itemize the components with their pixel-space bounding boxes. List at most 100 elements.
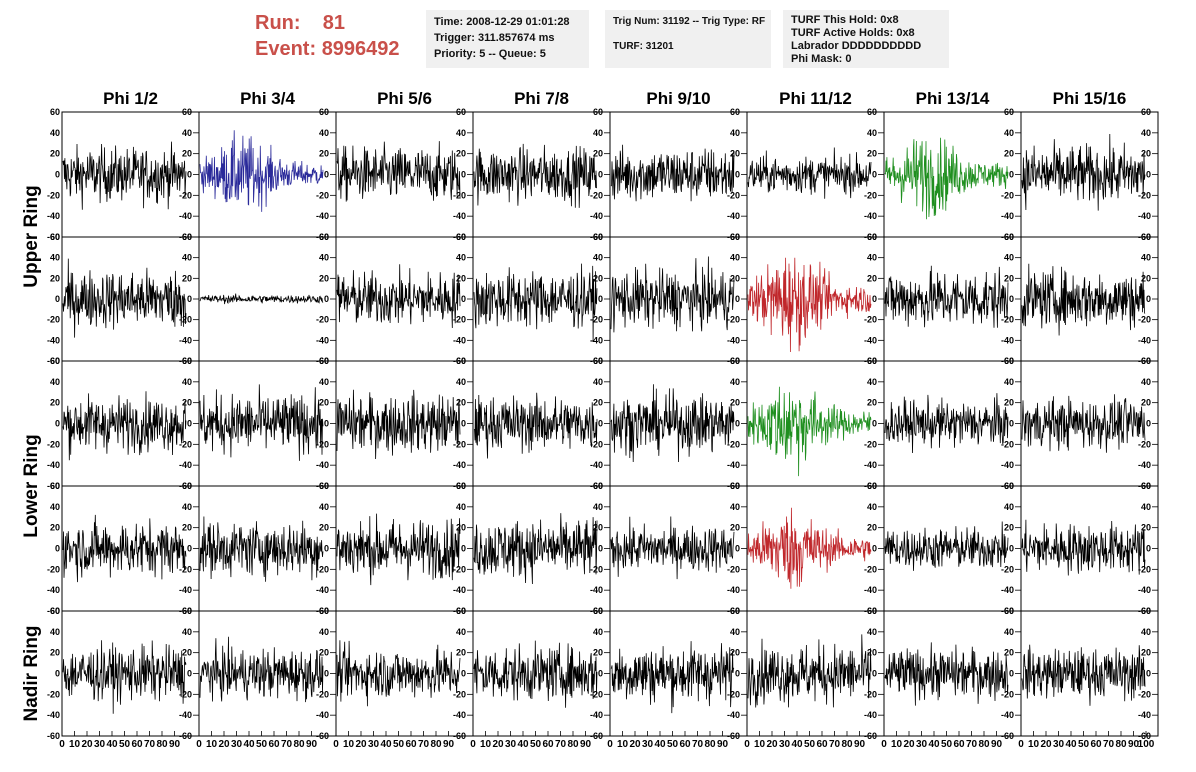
y-tick-label: -60	[590, 731, 603, 741]
y-tick-label: -20	[864, 689, 877, 699]
y-tick-label: -20	[590, 439, 603, 449]
y-tick-label: -40	[590, 460, 603, 470]
y-tick-label: 0	[1009, 419, 1014, 429]
x-tick-label: 60	[542, 739, 554, 750]
y-tick-label: 0	[1146, 544, 1151, 554]
y-tick-label: 40	[1141, 502, 1151, 512]
waveform-trace	[1021, 263, 1146, 336]
y-tick-label: 40	[182, 377, 192, 387]
turf-text: TURF: 31201	[613, 41, 674, 52]
x-tick-label: 40	[517, 739, 529, 750]
y-tick-label: -20	[1138, 190, 1151, 200]
y-tick-label: 0	[461, 170, 466, 180]
y-tick-label: -60	[316, 731, 329, 741]
y-tick-label: -40	[1138, 211, 1151, 221]
x-tick-label: 50	[530, 739, 542, 750]
y-tick-label: -60	[1001, 731, 1014, 741]
waveform-trace	[62, 141, 187, 210]
y-tick-label: 40	[456, 627, 466, 637]
ring-label: Upper Ring	[21, 185, 42, 287]
y-tick-label: 40	[319, 128, 329, 138]
y-tick-label: 20	[730, 149, 740, 159]
x-tick-label: 90	[169, 739, 181, 750]
x-tick-label: 60	[131, 739, 143, 750]
y-tick-label: -20	[47, 439, 60, 449]
y-tick-label: -40	[864, 460, 877, 470]
y-tick-label: 60	[867, 107, 877, 117]
y-tick-label: -40	[47, 460, 60, 470]
x-tick-label: 50	[256, 739, 268, 750]
y-tick-label: 20	[319, 149, 329, 159]
y-tick-label: 0	[872, 419, 877, 429]
waveform-trace	[199, 130, 324, 212]
y-tick-label: 0	[1009, 294, 1014, 304]
waveform-trace	[610, 641, 735, 714]
x-tick-label: 40	[243, 739, 255, 750]
ring-label: Lower Ring	[21, 434, 42, 537]
y-tick-label: -60	[453, 731, 466, 741]
event-label: Event:	[255, 38, 317, 60]
x-tick-label: 20	[629, 739, 641, 750]
y-tick-label: 20	[593, 149, 603, 159]
y-tick-label: 20	[867, 523, 877, 533]
waveform-trace	[62, 258, 187, 338]
y-tick-label: 40	[456, 253, 466, 263]
y-tick-label: 0	[187, 669, 192, 679]
y-tick-label: 0	[55, 544, 60, 554]
y-tick-label: 60	[319, 232, 329, 242]
x-tick-label: 50	[667, 739, 679, 750]
y-tick-label: 0	[872, 544, 877, 554]
y-tick-label: 20	[730, 398, 740, 408]
waveform-trace	[1021, 133, 1146, 211]
y-tick-label: -20	[590, 190, 603, 200]
y-tick-label: -60	[47, 606, 60, 616]
x-tick-label: 20	[81, 739, 93, 750]
y-tick-label: -20	[316, 190, 329, 200]
y-tick-label: 60	[730, 356, 740, 366]
y-tick-label: 60	[593, 481, 603, 491]
y-tick-label: -40	[453, 460, 466, 470]
y-tick-label: -20	[1001, 689, 1014, 699]
y-tick-label: -20	[590, 564, 603, 574]
y-tick-label: -40	[590, 585, 603, 595]
y-tick-label: 40	[730, 377, 740, 387]
y-tick-label: 40	[730, 502, 740, 512]
y-tick-label: 20	[319, 523, 329, 533]
y-tick-label: -20	[47, 564, 60, 574]
waveform-trace	[884, 137, 1009, 220]
y-tick-label: -20	[316, 439, 329, 449]
x-tick-label: 80	[704, 739, 716, 750]
y-tick-label: 60	[182, 107, 192, 117]
y-tick-label: 20	[730, 523, 740, 533]
waveform-trace	[1021, 644, 1146, 706]
x-tick-label: 70	[555, 739, 567, 750]
y-tick-label: 20	[1004, 398, 1014, 408]
y-tick-label: 0	[598, 669, 603, 679]
column-header: Phi 11/12	[779, 89, 852, 108]
x-tick-label: 80	[430, 739, 442, 750]
y-tick-label: -40	[1001, 585, 1014, 595]
y-tick-label: -20	[864, 315, 877, 325]
waveform-trace	[884, 642, 1009, 706]
y-tick-label: 0	[1009, 170, 1014, 180]
x-tick-label: 80	[156, 739, 168, 750]
y-tick-label: 40	[1004, 377, 1014, 387]
y-tick-label: 60	[50, 107, 60, 117]
x-tick-label: 80	[1115, 739, 1127, 750]
x-tick-label: 40	[791, 739, 803, 750]
x-tick-label: 30	[505, 739, 517, 750]
y-tick-label: 40	[1141, 128, 1151, 138]
y-tick-label: 60	[319, 481, 329, 491]
y-tick-label: -40	[316, 585, 329, 595]
y-tick-label: 0	[1009, 544, 1014, 554]
y-tick-label: -20	[727, 689, 740, 699]
y-tick-label: -40	[179, 335, 192, 345]
waveform-trace	[473, 263, 598, 343]
y-tick-label: 60	[1141, 606, 1151, 616]
column-header: Phi 3/4	[240, 89, 295, 108]
y-tick-label: -40	[727, 585, 740, 595]
y-tick-label: 40	[867, 253, 877, 263]
ring-label: Nadir Ring	[21, 625, 42, 721]
waveform-trace	[336, 264, 461, 329]
y-tick-label: 60	[50, 481, 60, 491]
